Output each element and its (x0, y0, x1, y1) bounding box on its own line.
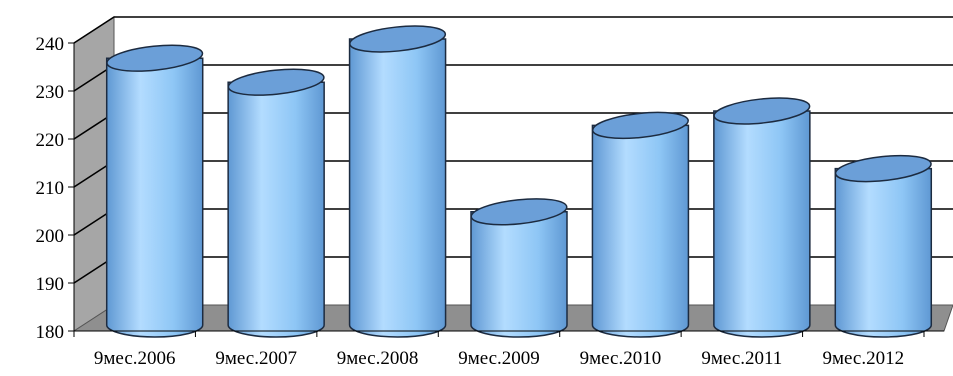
x-tick-label: 9мес.2010 (580, 348, 662, 369)
x-tick-label: 9мес.2011 (701, 348, 782, 369)
bar-top (713, 97, 811, 125)
x-axis: 9мес.2006 9мес.2007 9мес.2008 9мес.2009 9мес… (73, 330, 944, 369)
x-tick-label: 9мес.2008 (337, 348, 419, 369)
bar-body (105, 57, 204, 338)
bar-body (713, 110, 811, 338)
bar-body (470, 211, 568, 338)
bar (834, 154, 933, 338)
bar (591, 111, 690, 338)
y-axis: 180 190 200 210 220 230 240 (36, 34, 75, 343)
gridline (73, 112, 953, 140)
bar-top (349, 25, 447, 53)
x-tick-label: 9мес.2007 (215, 348, 297, 369)
gridline (73, 16, 953, 44)
y-tick-label: 180 (36, 322, 65, 343)
y-tick-label: 200 (36, 226, 65, 247)
bar (470, 198, 568, 338)
x-tick-label: 9мес.2009 (458, 348, 540, 369)
y-tick-label: 240 (36, 34, 65, 55)
bar-body (348, 38, 447, 338)
bar (227, 68, 325, 338)
bar-body (227, 81, 325, 338)
y-tick-label: 230 (36, 82, 65, 103)
bar-body (834, 167, 933, 338)
bar-series (105, 25, 933, 338)
bar-top (834, 154, 932, 183)
bar-top (106, 44, 204, 72)
y-tick-label: 210 (36, 178, 65, 199)
x-tick-label: 9мес.2012 (822, 348, 904, 369)
x-tick-label: 9мес.2006 (94, 348, 176, 369)
bar (348, 25, 447, 338)
y-tick-label: 220 (36, 130, 65, 151)
gridline (73, 64, 953, 92)
bar-body (591, 124, 690, 338)
bar-top (470, 198, 568, 226)
gridline (73, 160, 953, 188)
y-tick-label: 190 (36, 274, 65, 295)
bar-top (591, 111, 689, 140)
bar (713, 97, 811, 338)
bar (105, 44, 204, 338)
bar-top (227, 68, 325, 96)
